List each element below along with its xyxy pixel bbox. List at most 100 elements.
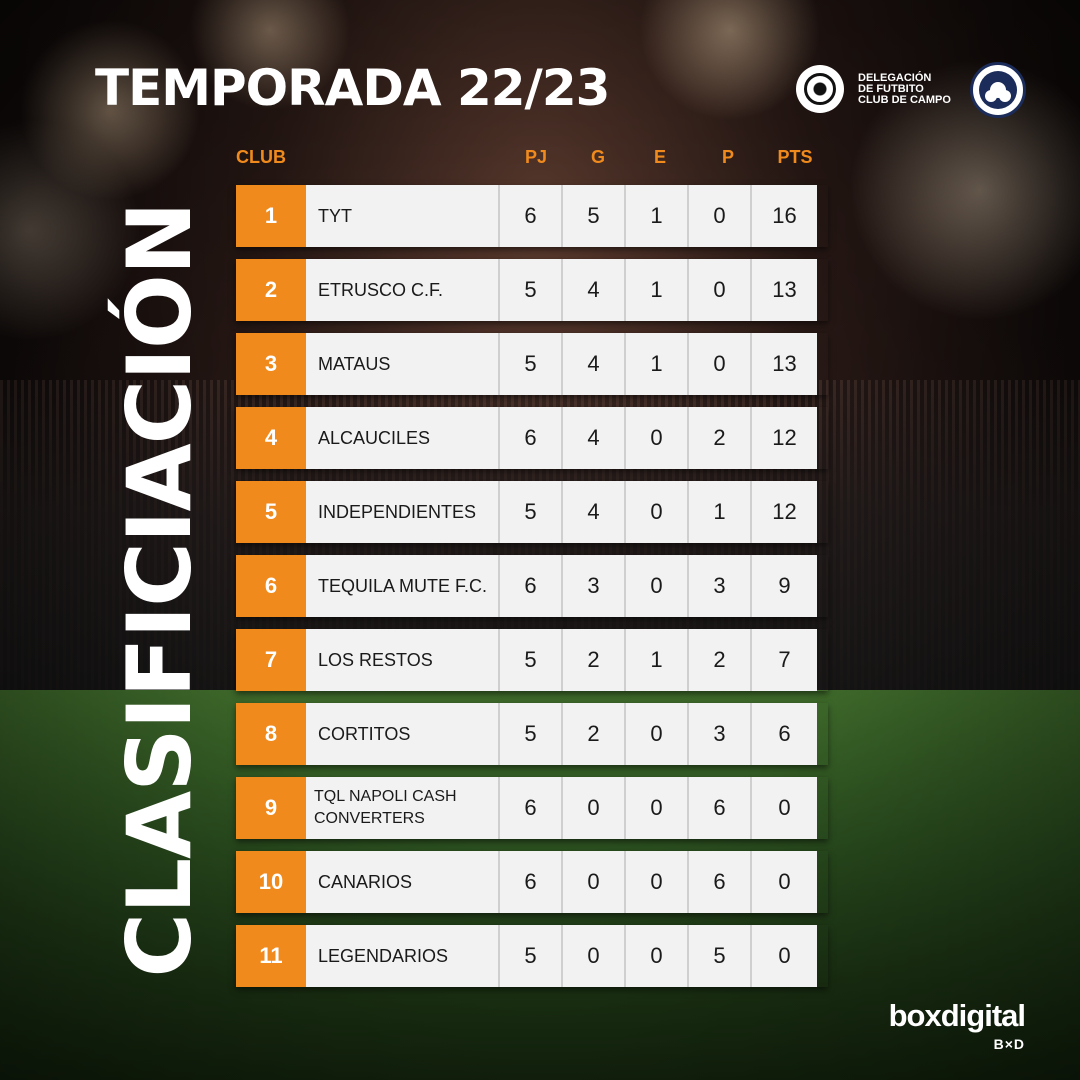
delegation-line: CLUB DE CAMPO (858, 93, 951, 106)
club-name-cell: CANARIOS (306, 851, 500, 913)
won-cell: 4 (563, 481, 626, 543)
column-header-g: G (590, 147, 605, 167)
standings-title: CLASIFICIACIÓN (108, 202, 211, 978)
points-cell: 0 (752, 851, 817, 913)
position-cell: 10 (236, 851, 306, 913)
won-cell: 0 (563, 925, 626, 987)
table-row: 5 INDEPENDIENTES 5 4 0 1 12 (236, 481, 828, 543)
played-cell: 6 (500, 777, 563, 839)
drawn-cell: 0 (626, 925, 689, 987)
table-row: 10 CANARIOS 6 0 0 6 0 (236, 851, 828, 913)
column-header-pj: PJ (524, 147, 548, 167)
played-cell: 5 (500, 629, 563, 691)
won-cell: 4 (563, 333, 626, 395)
position-cell: 1 (236, 185, 306, 247)
position-cell: 7 (236, 629, 306, 691)
position-cell: 4 (236, 407, 306, 469)
table-row: 4 ALCAUCILES 6 4 0 2 12 (236, 407, 828, 469)
won-cell: 0 (563, 777, 626, 839)
lost-cell: 2 (689, 629, 752, 691)
drawn-cell: 1 (626, 629, 689, 691)
played-cell: 5 (500, 481, 563, 543)
lost-cell: 0 (689, 185, 752, 247)
brand-mark: B×D (993, 1036, 1025, 1052)
played-cell: 6 (500, 407, 563, 469)
drawn-cell: 0 (626, 407, 689, 469)
lost-cell: 3 (689, 555, 752, 617)
points-cell: 6 (752, 703, 817, 765)
played-cell: 6 (500, 555, 563, 617)
played-cell: 5 (500, 259, 563, 321)
points-cell: 16 (752, 185, 817, 247)
points-cell: 9 (752, 555, 817, 617)
position-cell: 5 (236, 481, 306, 543)
club-name-cell: ETRUSCO C.F. (306, 259, 500, 321)
club-seal-emblem (979, 71, 1017, 109)
table-row: 1 TYT 6 5 1 0 16 (236, 185, 828, 247)
football-icon (796, 65, 844, 113)
position-cell: 6 (236, 555, 306, 617)
points-cell: 13 (752, 333, 817, 395)
position-cell: 8 (236, 703, 306, 765)
won-cell: 3 (563, 555, 626, 617)
brand-logo: boxdigital B×D (888, 998, 1026, 1052)
played-cell: 5 (500, 333, 563, 395)
table-row: 2 ETRUSCO C.F. 5 4 1 0 13 (236, 259, 828, 321)
won-cell: 2 (563, 703, 626, 765)
points-cell: 12 (752, 481, 817, 543)
drawn-cell: 0 (626, 851, 689, 913)
drawn-cell: 0 (626, 777, 689, 839)
column-header-club: CLUB (236, 147, 286, 167)
lost-cell: 1 (689, 481, 752, 543)
drawn-cell: 1 (626, 333, 689, 395)
table-row: 6 TEQUILA MUTE F.C. 6 3 0 3 9 (236, 555, 828, 617)
lost-cell: 5 (689, 925, 752, 987)
won-cell: 0 (563, 851, 626, 913)
won-cell: 4 (563, 407, 626, 469)
lost-cell: 6 (689, 777, 752, 839)
lost-cell: 6 (689, 851, 752, 913)
drawn-cell: 0 (626, 555, 689, 617)
club-name-cell: MATAUS (306, 333, 500, 395)
lost-cell: 2 (689, 407, 752, 469)
table-row: 3 MATAUS 5 4 1 0 13 (236, 333, 828, 395)
drawn-cell: 0 (626, 703, 689, 765)
played-cell: 5 (500, 703, 563, 765)
points-cell: 7 (752, 629, 817, 691)
delegation-logo: DELEGACIÓN DE FUTBITO CLUB DE CAMPO (796, 65, 968, 113)
column-header-pts: PTS (777, 147, 813, 167)
won-cell: 4 (563, 259, 626, 321)
lost-cell: 0 (689, 333, 752, 395)
club-name-cell: TYT (306, 185, 500, 247)
points-cell: 0 (752, 777, 817, 839)
won-cell: 2 (563, 629, 626, 691)
club-name-cell: TQL NAPOLI CASH CONVERTERS (306, 777, 500, 839)
club-name-cell: CORTITOS (306, 703, 500, 765)
delegation-line: DE FUTBITO (858, 82, 924, 95)
lost-cell: 0 (689, 259, 752, 321)
played-cell: 5 (500, 925, 563, 987)
brand-name: boxdigital (888, 998, 1026, 1033)
table-row: 7 LOS RESTOS 5 2 1 2 7 (236, 629, 828, 691)
table-row: 11 LEGENDARIOS 5 0 0 5 0 (236, 925, 828, 987)
table-row: 9 TQL NAPOLI CASH CONVERTERS 6 0 0 6 0 (236, 777, 828, 839)
position-cell: 3 (236, 333, 306, 395)
drawn-cell: 1 (626, 185, 689, 247)
table-header: CLUB PJ G E P PTS (0, 147, 1080, 169)
club-name-cell: ALCAUCILES (306, 407, 500, 469)
position-cell: 11 (236, 925, 306, 987)
table-row: 8 CORTITOS 5 2 0 3 6 (236, 703, 828, 765)
column-header-e: E (653, 147, 666, 167)
club-name-cell: LOS RESTOS (306, 629, 500, 691)
club-name-cell: INDEPENDIENTES (306, 481, 500, 543)
points-cell: 0 (752, 925, 817, 987)
column-header-p: P (721, 147, 734, 167)
club-name-cell: LEGENDARIOS (306, 925, 500, 987)
points-cell: 13 (752, 259, 817, 321)
played-cell: 6 (500, 185, 563, 247)
lost-cell: 3 (689, 703, 752, 765)
club-seal-icon (970, 62, 1026, 118)
played-cell: 6 (500, 851, 563, 913)
points-cell: 12 (752, 407, 817, 469)
drawn-cell: 1 (626, 259, 689, 321)
